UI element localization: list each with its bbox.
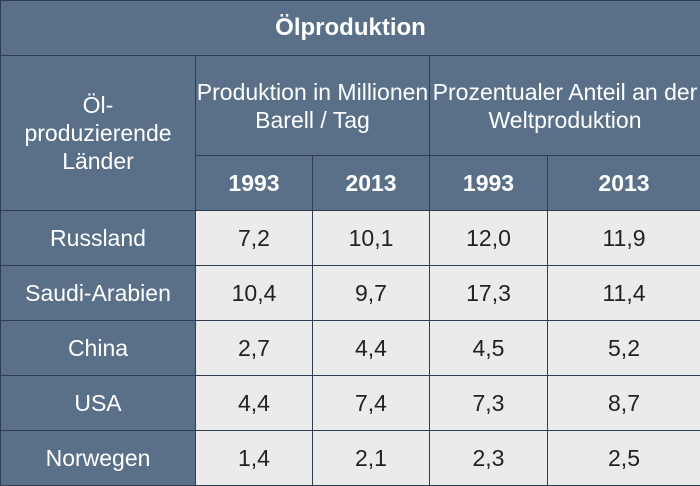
country-label: China	[0, 320, 196, 376]
group-header-production: Produktion in Millionen Barell / Tag	[195, 55, 430, 156]
row-header-text: Öl- produzierende Länder	[24, 92, 172, 174]
value-cell: 17,3	[429, 265, 548, 321]
table-title: Ölproduktion	[0, 0, 700, 56]
value-cell: 12,0	[429, 210, 548, 266]
value-cell: 4,4	[312, 320, 430, 376]
country-label: Saudi-Arabien	[0, 265, 196, 321]
value-cell: 11,9	[546, 210, 700, 266]
year-header: 1993	[429, 155, 548, 211]
group-header-share: Prozentualer Anteil an der Weltproduktio…	[428, 55, 700, 156]
value-cell: 10,1	[312, 210, 430, 266]
country-label: USA	[0, 375, 196, 431]
value-cell: 7,3	[429, 375, 548, 431]
value-cell: 7,4	[312, 375, 430, 431]
value-cell: 4,4	[195, 375, 313, 431]
year-header: 1993	[195, 155, 313, 211]
table-row: Russland 7,2 10,1 12,0 11,9	[0, 210, 700, 266]
value-cell: 10,4	[195, 265, 313, 321]
table-row: Saudi-Arabien 10,4 9,7 17,3 11,4	[0, 265, 700, 321]
value-cell: 2,7	[195, 320, 313, 376]
table-row: China 2,7 4,4 4,5 5,2	[0, 320, 700, 376]
country-label: Russland	[0, 210, 196, 266]
country-label: Norwegen	[0, 430, 196, 486]
value-cell: 9,7	[312, 265, 430, 321]
value-cell: 11,4	[546, 265, 700, 321]
value-cell: 5,2	[546, 320, 700, 376]
value-cell: 2,3	[429, 430, 548, 486]
year-header: 2013	[546, 155, 700, 211]
value-cell: 8,7	[546, 375, 700, 431]
value-cell: 1,4	[195, 430, 313, 486]
value-cell: 7,2	[195, 210, 313, 266]
year-header: 2013	[312, 155, 430, 211]
table-row: USA 4,4 7,4 7,3 8,7	[0, 375, 700, 431]
value-cell: 2,5	[546, 430, 700, 486]
row-header-countries: Öl- produzierende Länder	[0, 55, 196, 211]
value-cell: 4,5	[429, 320, 548, 376]
table-row: Norwegen 1,4 2,1 2,3 2,5	[0, 430, 700, 486]
value-cell: 2,1	[312, 430, 430, 486]
